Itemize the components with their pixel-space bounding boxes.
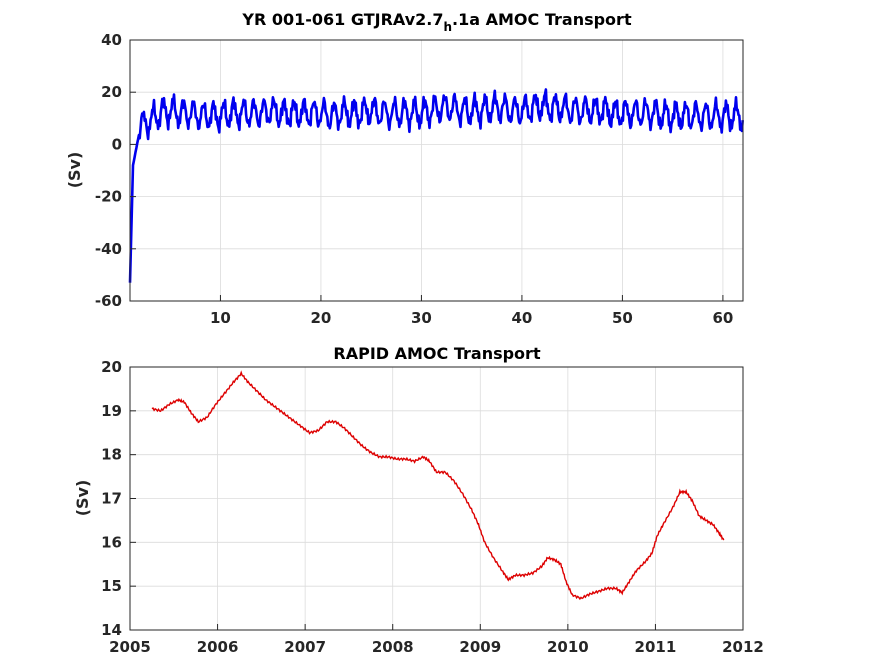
top-y-tick-label: 40 (101, 31, 122, 49)
top-tick-labels: 10 20 30 40 50 60 -60 -40 -20 0 20 40 (95, 31, 733, 327)
top-plot-area (129, 39, 744, 302)
bottom-x-tick-label: 2005 (109, 638, 151, 656)
top-x-tick-label: 40 (511, 309, 532, 327)
top-x-tick-label: 50 (612, 309, 633, 327)
bottom-x-tick-label: 2009 (459, 638, 501, 656)
bottom-x-tick-label: 2008 (372, 638, 414, 656)
bottom-series-polyline (151, 370, 725, 601)
bottom-y-tick-label: 14 (101, 621, 122, 639)
bottom-y-tick-label: 15 (101, 577, 122, 595)
bottom-y-tick-label: 18 (101, 446, 122, 464)
bottom-tick-labels: 2005 2006 2007 2008 2009 2010 2011 2012 14 15 16 17… (101, 358, 764, 656)
bottom-y-tick-label: 19 (101, 402, 122, 420)
bottom-x-tick-label: 2006 (197, 638, 239, 656)
bottom-x-tick-label: 2010 (547, 638, 589, 656)
top-y-tick-label: 0 (112, 135, 122, 153)
top-y-tick-label: -40 (95, 240, 122, 258)
bottom-x-tick-label: 2007 (284, 638, 326, 656)
bottom-x-tick-label: 2011 (635, 638, 677, 656)
bottom-x-tick-label: 2012 (722, 638, 764, 656)
bottom-y-tick-label: 20 (101, 358, 122, 376)
bottom-y-tick-label: 16 (101, 533, 122, 551)
top-panel: YR 001-061 GTJRAv2.7h.1a AMOC Transport … (65, 10, 744, 327)
top-y-tick-label: 20 (101, 83, 122, 101)
bottom-panel: RAPID AMOC Transport 2005 2006 2007 2008 200… (73, 344, 764, 656)
top-series-line (128, 88, 744, 283)
top-y-tick-label: -20 (95, 188, 122, 206)
top-y-tick-label: -60 (95, 292, 122, 310)
top-plot-frame (129, 39, 744, 302)
top-x-tick-label: 20 (310, 309, 331, 327)
top-x-tick-label: 60 (712, 309, 733, 327)
bottom-series-line (151, 370, 725, 601)
top-y-axis-label: (Sv) (65, 152, 84, 189)
top-x-tick-label: 10 (210, 309, 231, 327)
bottom-y-tick-label: 17 (101, 490, 122, 508)
top-series-polyline (128, 88, 744, 283)
bottom-chart-title: RAPID AMOC Transport (333, 344, 541, 363)
top-chart-title: YR 001-061 GTJRAv2.7h.1a AMOC Transport (241, 10, 632, 34)
top-x-tick-label: 30 (411, 309, 432, 327)
bottom-y-axis-label: (Sv) (73, 480, 92, 517)
